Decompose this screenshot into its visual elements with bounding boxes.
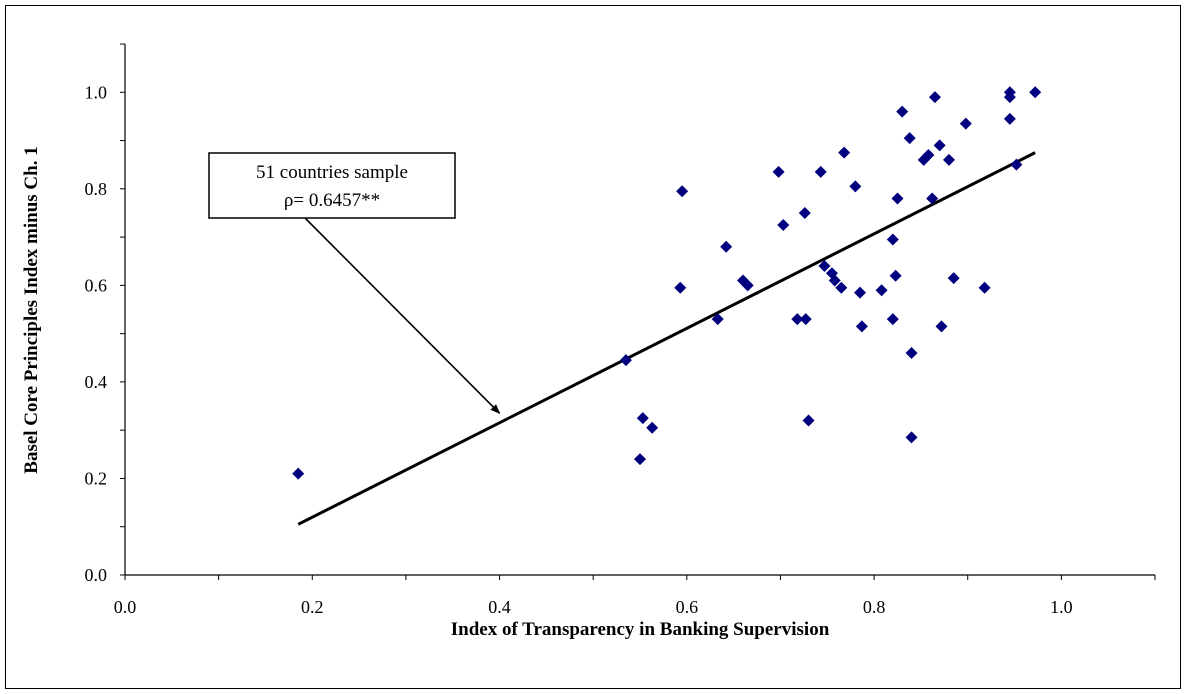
data-point: [905, 431, 918, 444]
data-point: [854, 286, 867, 299]
data-point: [674, 281, 687, 294]
data-point: [292, 467, 305, 480]
data-point: [828, 274, 841, 287]
data-point: [741, 279, 754, 292]
data-point: [818, 260, 831, 273]
annotation-line-2: ρ= 0.6457**: [284, 190, 380, 211]
data-point: [943, 153, 955, 166]
data-point: [1003, 91, 1016, 104]
data-point: [855, 320, 868, 333]
data-point: [947, 272, 960, 285]
data-point: [935, 320, 948, 333]
data-point: [711, 313, 724, 326]
data-point: [798, 206, 811, 219]
data-point: [959, 117, 972, 130]
data-point: [928, 91, 941, 104]
x-tick-label: 0.6: [676, 597, 699, 617]
tick-marks: [120, 43, 1156, 580]
data-point: [891, 192, 904, 205]
y-tick-label: 1.0: [85, 82, 108, 102]
trendline: [297, 151, 1036, 526]
y-tick-label: 0.4: [85, 372, 108, 392]
data-point: [1003, 112, 1016, 125]
annotation-arrow: [304, 217, 501, 414]
data-point: [799, 313, 812, 326]
data-point: [1010, 158, 1023, 171]
annotation-box: [208, 152, 456, 219]
data-point: [1029, 86, 1042, 99]
y-axis-title: Basel Core Principles Index minus Ch. 1: [21, 146, 42, 473]
tick-labels: 0.0 0.2 0.4 0.6 0.8 1.0 0.0 0.2 0.4 0.6 0.8 1.0: [85, 82, 1073, 617]
data-point: [676, 185, 689, 198]
axes: [124, 44, 1155, 576]
data-point: [636, 412, 649, 425]
x-axis-title: Index of Transparency in Banking Supervi…: [451, 619, 830, 640]
data-point: [814, 165, 827, 178]
data-point: [886, 313, 899, 326]
data-point: [777, 219, 790, 232]
y-tick-label: 0.2: [85, 468, 108, 488]
data-point: [646, 421, 659, 434]
annotation: 51 countries sample ρ= 0.6457**: [208, 152, 501, 414]
data-point: [896, 105, 909, 118]
data-point: [903, 132, 916, 145]
data-point: [886, 233, 899, 246]
x-tick-label: 0.8: [863, 597, 886, 617]
data-point: [720, 240, 733, 253]
data-point: [849, 180, 862, 193]
data-point: [791, 313, 804, 326]
x-tick-label: 0.0: [114, 597, 137, 617]
data-point: [905, 346, 918, 359]
data-point: [634, 453, 646, 466]
annotation-line-1: 51 countries sample: [256, 162, 408, 183]
data-point: [772, 165, 785, 178]
data-point: [619, 354, 632, 367]
trendline-line: [297, 151, 1036, 526]
data-point: [922, 149, 935, 162]
x-tick-label: 0.4: [488, 597, 511, 617]
x-tick-label: 0.2: [301, 597, 324, 617]
y-tick-label: 0.8: [85, 179, 108, 199]
data-point: [978, 281, 991, 294]
data-point: [926, 192, 939, 205]
chart-frame: [5, 5, 1181, 689]
y-tick-label: 0.6: [85, 275, 108, 295]
y-tick-label: 0.0: [85, 565, 108, 585]
data-point: [835, 281, 848, 294]
data-point: [802, 414, 815, 427]
data-point: [889, 269, 902, 282]
data-point: [838, 146, 851, 159]
data-point: [933, 139, 946, 152]
x-tick-label: 1.0: [1050, 597, 1073, 617]
data-point: [875, 284, 888, 297]
data-points: [292, 86, 1042, 480]
